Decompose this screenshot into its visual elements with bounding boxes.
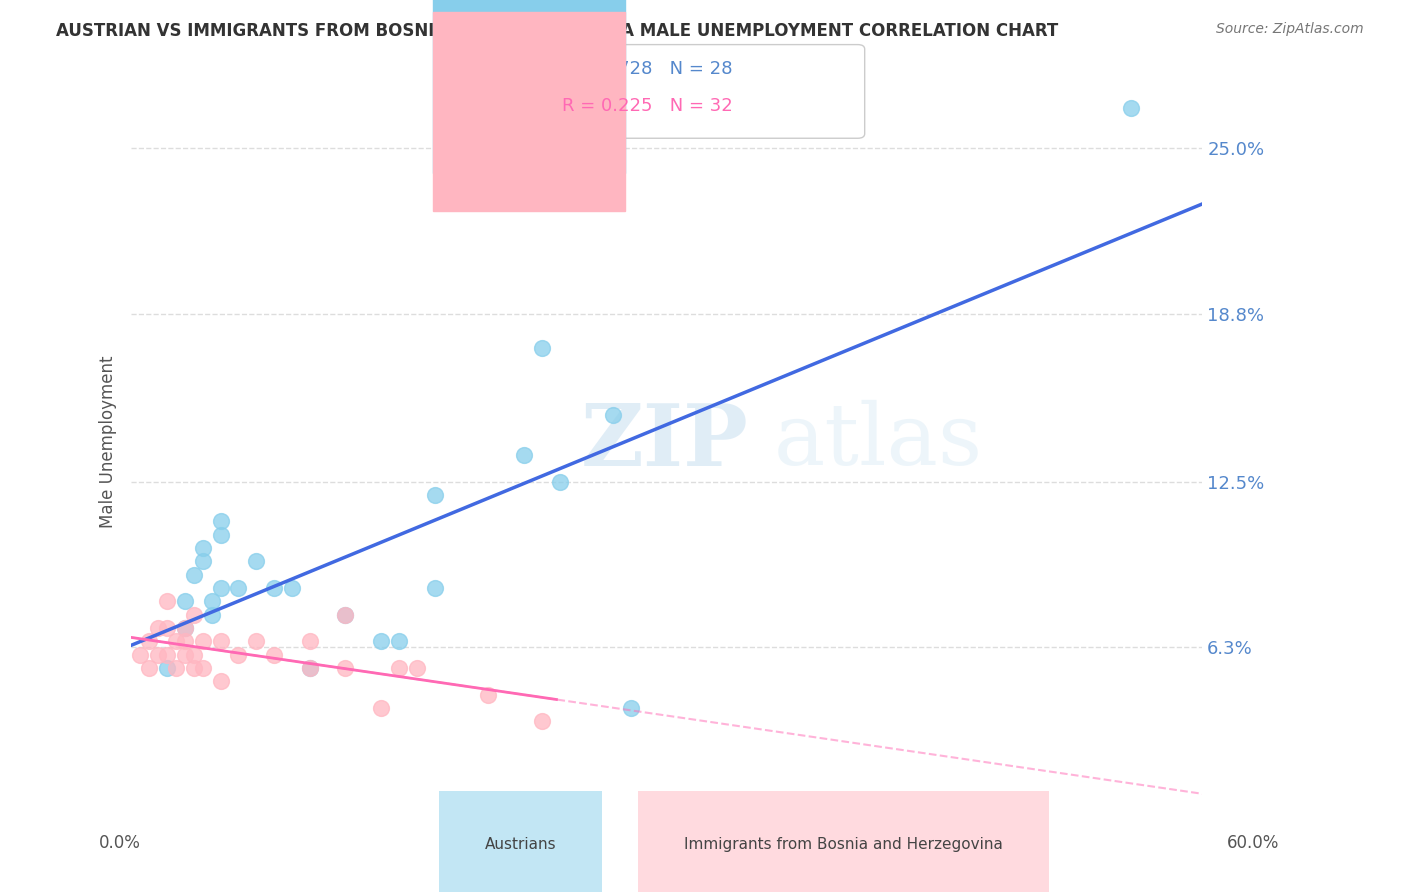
Text: Immigrants from Bosnia and Herzegovina: Immigrants from Bosnia and Herzegovina (685, 837, 1002, 852)
Point (245, 554, 267, 568)
Point (405, 661, 427, 675)
Point (263, 648, 285, 662)
Point (146, 648, 169, 662)
Point (156, 648, 179, 662)
Point (298, 661, 321, 675)
Point (423, 581, 446, 595)
Text: Source: ZipAtlas.com: Source: ZipAtlas.com (1216, 22, 1364, 37)
Point (138, 634, 160, 648)
Point (183, 567, 205, 582)
Text: atlas: atlas (773, 400, 983, 483)
Point (146, 621, 169, 635)
Point (370, 701, 392, 715)
Text: R = 0.225   N = 32: R = 0.225 N = 32 (562, 97, 733, 115)
Point (530, 714, 553, 729)
Point (602, 408, 624, 422)
Point (209, 634, 232, 648)
Text: Austrians: Austrians (485, 837, 555, 852)
Point (173, 621, 195, 635)
Point (423, 488, 446, 502)
Point (183, 607, 205, 622)
Point (173, 648, 195, 662)
Point (191, 634, 214, 648)
Point (209, 581, 232, 595)
Point (530, 341, 553, 355)
Point (183, 661, 205, 675)
Text: R = 0.728   N = 28: R = 0.728 N = 28 (562, 60, 733, 78)
Point (228, 581, 250, 595)
Point (1119, 102, 1142, 116)
Point (228, 648, 250, 662)
Point (548, 475, 571, 489)
Point (138, 661, 160, 675)
Text: ZIP: ZIP (581, 400, 749, 483)
Point (156, 594, 179, 608)
Point (173, 594, 195, 608)
Point (620, 701, 643, 715)
Point (298, 634, 321, 648)
Point (156, 661, 179, 675)
Point (281, 581, 304, 595)
Point (335, 661, 357, 675)
Point (173, 621, 195, 635)
Point (388, 634, 411, 648)
Point (245, 634, 267, 648)
Point (129, 648, 152, 662)
Point (298, 661, 321, 675)
Point (191, 554, 214, 568)
Point (165, 661, 187, 675)
Point (191, 661, 214, 675)
Point (209, 515, 232, 529)
Point (477, 688, 499, 702)
Point (183, 648, 205, 662)
Text: 0.0%: 0.0% (98, 834, 141, 852)
Point (200, 607, 222, 622)
Point (263, 581, 285, 595)
Point (513, 448, 536, 462)
Point (165, 634, 187, 648)
Point (335, 607, 357, 622)
Point (173, 634, 195, 648)
Text: 60.0%: 60.0% (1227, 834, 1279, 852)
Point (156, 621, 179, 635)
Point (209, 674, 232, 689)
Point (200, 594, 222, 608)
Point (335, 607, 357, 622)
Point (370, 634, 392, 648)
Point (388, 661, 411, 675)
Point (191, 541, 214, 555)
Point (209, 528, 232, 542)
Text: AUSTRIAN VS IMMIGRANTS FROM BOSNIA AND HERZEGOVINA MALE UNEMPLOYMENT CORRELATION: AUSTRIAN VS IMMIGRANTS FROM BOSNIA AND H… (56, 22, 1059, 40)
Y-axis label: Male Unemployment: Male Unemployment (100, 355, 117, 528)
